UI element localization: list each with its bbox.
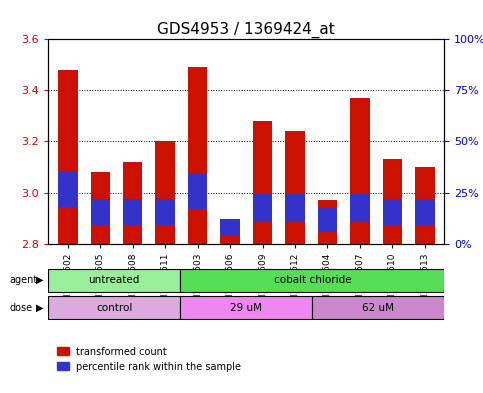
- Bar: [90, 172, 110, 244]
- Bar: [415, 167, 435, 244]
- Bar: [58, 171, 77, 207]
- Text: 29 uM: 29 uM: [230, 303, 262, 312]
- Bar: [188, 173, 207, 209]
- Bar: [318, 207, 337, 232]
- Bar: [350, 194, 369, 222]
- FancyBboxPatch shape: [313, 296, 444, 319]
- Bar: [123, 162, 142, 244]
- Bar: [220, 226, 240, 244]
- Title: GDS4953 / 1369424_at: GDS4953 / 1369424_at: [157, 22, 335, 38]
- Bar: [220, 219, 240, 235]
- Bar: [253, 194, 272, 222]
- Bar: [285, 194, 305, 222]
- Bar: [156, 141, 175, 244]
- Text: cobalt chloride: cobalt chloride: [273, 275, 351, 285]
- Bar: [58, 70, 77, 244]
- Text: agent: agent: [10, 275, 38, 285]
- Text: control: control: [96, 303, 132, 312]
- Bar: [156, 199, 175, 224]
- Text: dose: dose: [10, 303, 33, 312]
- FancyBboxPatch shape: [48, 296, 180, 319]
- FancyBboxPatch shape: [48, 268, 180, 292]
- Bar: [90, 199, 110, 224]
- Bar: [383, 199, 402, 224]
- Text: ▶: ▶: [36, 275, 44, 285]
- Text: untreated: untreated: [88, 275, 140, 285]
- Bar: [253, 121, 272, 244]
- Bar: [285, 131, 305, 244]
- Bar: [350, 98, 369, 244]
- Legend: transformed count, percentile rank within the sample: transformed count, percentile rank withi…: [53, 343, 245, 375]
- Bar: [318, 200, 337, 244]
- FancyBboxPatch shape: [180, 296, 313, 319]
- Text: 62 uM: 62 uM: [362, 303, 394, 312]
- Bar: [383, 159, 402, 244]
- Bar: [415, 199, 435, 224]
- Bar: [188, 67, 207, 244]
- Bar: [123, 199, 142, 224]
- Text: ▶: ▶: [36, 303, 44, 312]
- FancyBboxPatch shape: [180, 268, 444, 292]
